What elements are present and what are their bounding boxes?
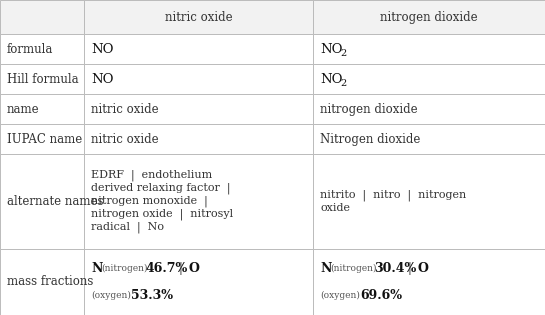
Bar [0, 64, 84, 94]
Text: |: | [178, 262, 183, 275]
Text: 53.3%: 53.3% [131, 289, 173, 301]
Text: nitrogen dioxide: nitrogen dioxide [380, 11, 478, 24]
Text: Nitrogen dioxide: Nitrogen dioxide [320, 133, 421, 146]
Text: O: O [189, 262, 199, 275]
Text: name: name [7, 103, 40, 116]
Text: 2: 2 [341, 49, 347, 58]
Text: EDRF  |  endothelium
derived relaxing factor  |
nitrogen monoxide  |
nitrogen ox: EDRF | endothelium derived relaxing fact… [92, 169, 234, 233]
Text: N: N [320, 262, 332, 275]
Bar [0, 34, 84, 64]
Bar [313, 94, 545, 124]
Text: nitrito  |  nitro  |  nitrogen
oxide: nitrito | nitro | nitrogen oxide [320, 190, 467, 213]
Bar [84, 64, 313, 94]
Text: IUPAC name: IUPAC name [7, 133, 82, 146]
Bar [84, 94, 313, 124]
Bar [0, 154, 84, 249]
Text: NO: NO [320, 43, 343, 56]
Bar [84, 249, 313, 315]
Text: 69.6%: 69.6% [360, 289, 402, 301]
Text: 30.4%: 30.4% [374, 262, 416, 275]
Bar [313, 249, 545, 315]
Bar [313, 0, 545, 34]
Bar [313, 64, 545, 94]
Bar [0, 0, 84, 34]
Text: 46.7%: 46.7% [146, 262, 187, 275]
Text: Hill formula: Hill formula [7, 73, 78, 86]
Bar [0, 249, 84, 315]
Text: NO: NO [92, 43, 114, 56]
Text: NO: NO [320, 73, 343, 86]
Text: NO: NO [92, 73, 114, 86]
Text: alternate names: alternate names [7, 195, 104, 208]
Text: (nitrogen): (nitrogen) [101, 264, 148, 273]
Text: O: O [417, 262, 428, 275]
Text: nitric oxide: nitric oxide [92, 133, 159, 146]
Bar [313, 34, 545, 64]
Bar [313, 124, 545, 154]
Text: nitric oxide: nitric oxide [92, 103, 159, 116]
Text: N: N [92, 262, 103, 275]
Bar [84, 154, 313, 249]
Text: |: | [407, 262, 411, 275]
Text: formula: formula [7, 43, 53, 56]
Text: (nitrogen): (nitrogen) [330, 264, 377, 273]
Text: 2: 2 [341, 79, 347, 88]
Bar [313, 154, 545, 249]
Text: nitric oxide: nitric oxide [165, 11, 233, 24]
Text: nitrogen dioxide: nitrogen dioxide [320, 103, 418, 116]
Text: (oxygen): (oxygen) [320, 290, 360, 300]
Bar [84, 0, 313, 34]
Text: (oxygen): (oxygen) [92, 290, 131, 300]
Bar [0, 94, 84, 124]
Bar [84, 34, 313, 64]
Text: mass fractions: mass fractions [7, 275, 93, 288]
Bar [84, 124, 313, 154]
Bar [0, 124, 84, 154]
